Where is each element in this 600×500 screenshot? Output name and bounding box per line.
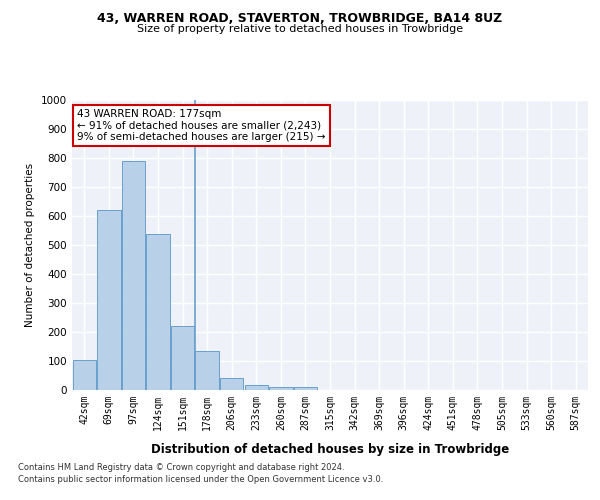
Bar (245, 385, 268, 390)
Bar (171, 326, 194, 390)
Bar (73, 360, 96, 390)
Bar (269, 388, 293, 390)
Text: 43 WARREN ROAD: 177sqm
← 91% of detached houses are smaller (2,243)
9% of semi-d: 43 WARREN ROAD: 177sqm ← 91% of detached… (77, 108, 326, 142)
Bar (196, 352, 219, 390)
Text: 43, WARREN ROAD, STAVERTON, TROWBRIDGE, BA14 8UZ: 43, WARREN ROAD, STAVERTON, TROWBRIDGE, … (97, 12, 503, 26)
Y-axis label: Number of detached properties: Number of detached properties (25, 163, 35, 327)
Bar (122, 161, 145, 390)
Text: Contains HM Land Registry data © Crown copyright and database right 2024.: Contains HM Land Registry data © Crown c… (18, 464, 344, 472)
Bar (220, 378, 244, 390)
Bar (294, 386, 317, 390)
Text: Size of property relative to detached houses in Trowbridge: Size of property relative to detached ho… (137, 24, 463, 34)
Text: Distribution of detached houses by size in Trowbridge: Distribution of detached houses by size … (151, 442, 509, 456)
Bar (97, 210, 121, 390)
Text: Contains public sector information licensed under the Open Government Licence v3: Contains public sector information licen… (18, 475, 383, 484)
Bar (146, 234, 170, 390)
